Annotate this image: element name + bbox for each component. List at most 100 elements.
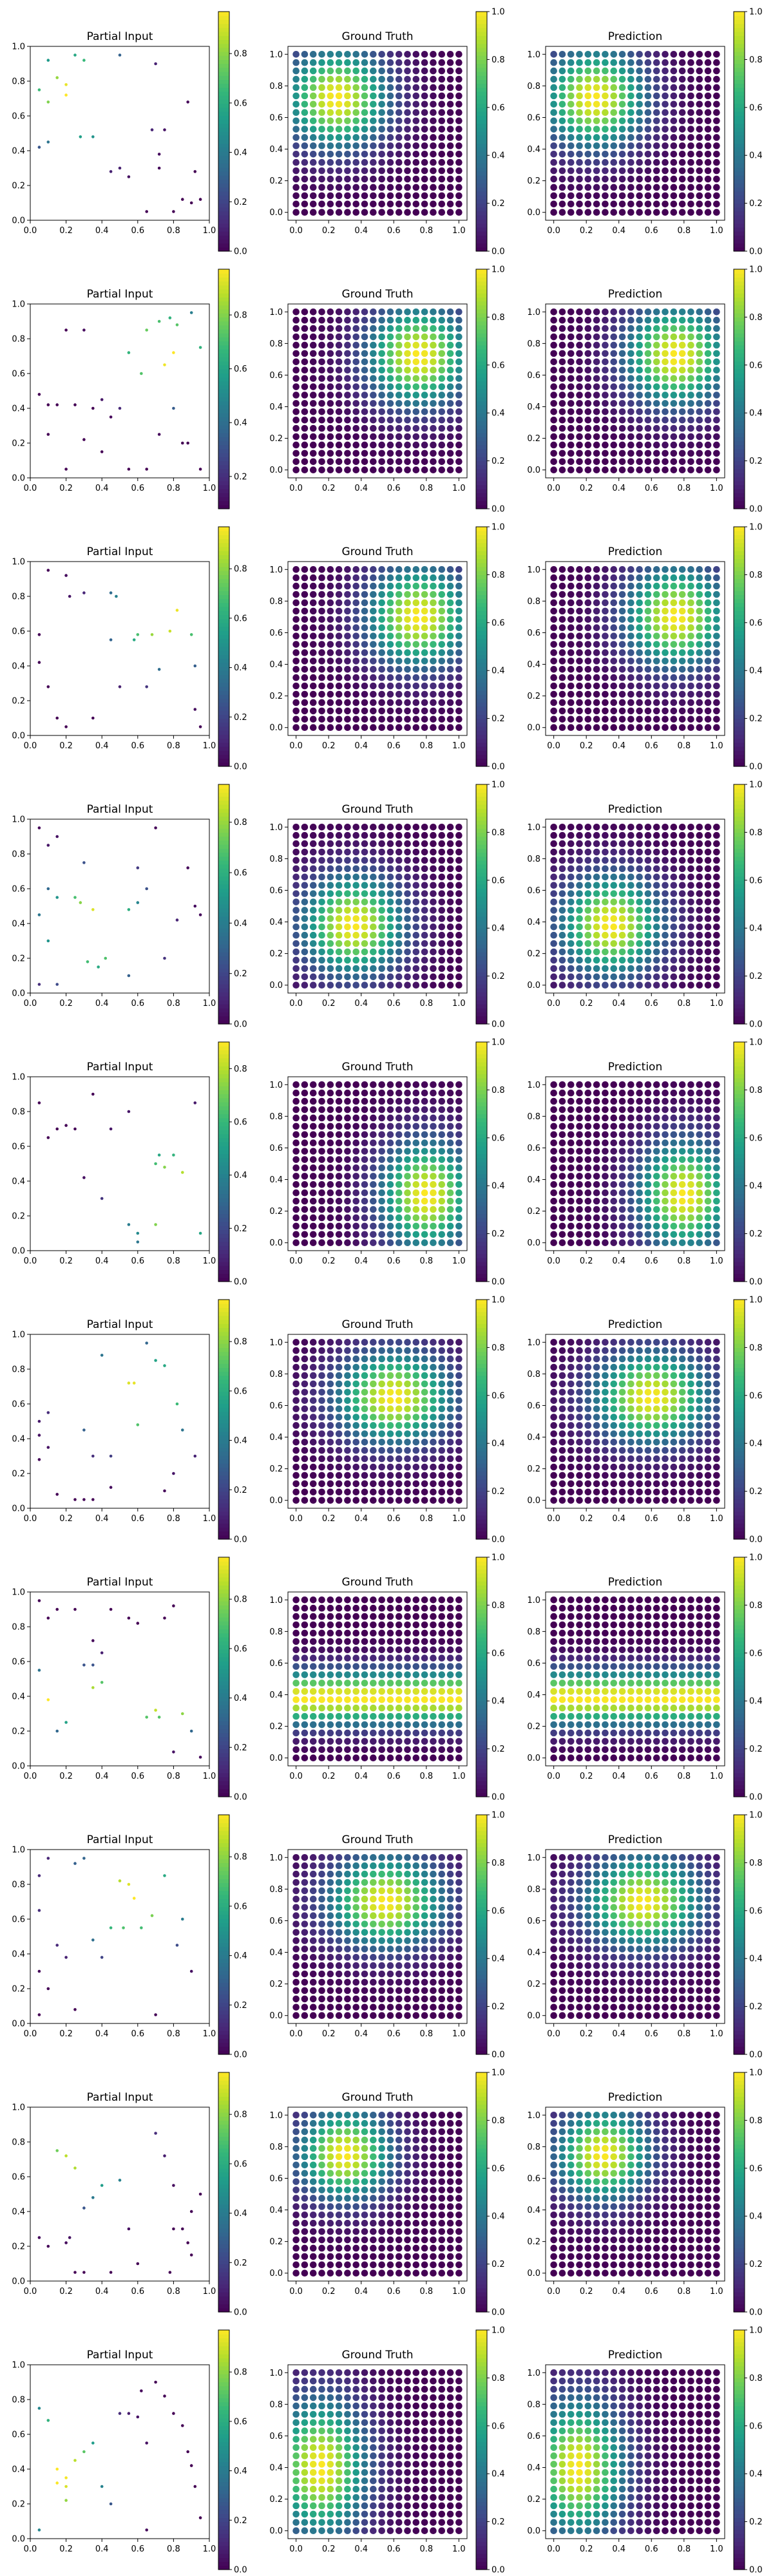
grid-point xyxy=(713,632,720,639)
y-tick-label: 0.0 xyxy=(527,208,540,218)
grid-point xyxy=(327,408,334,415)
grid-point xyxy=(446,956,454,964)
grid-point xyxy=(653,915,660,922)
grid-point xyxy=(361,915,368,922)
grid-point xyxy=(446,424,454,432)
x-tick-label: 0.6 xyxy=(387,484,401,493)
grid-point xyxy=(404,1173,411,1180)
grid-point xyxy=(610,907,618,914)
grid-point xyxy=(318,898,325,905)
grid-point xyxy=(653,965,660,972)
grid-point xyxy=(610,134,618,141)
grid-point xyxy=(395,84,403,91)
grid-point xyxy=(618,350,626,357)
grid-point xyxy=(618,50,626,58)
grid-point xyxy=(662,100,669,108)
grid-point xyxy=(318,599,325,607)
grid-point xyxy=(335,192,343,200)
colorbar-segment xyxy=(218,1094,229,1099)
grid-point xyxy=(327,416,334,424)
grid-point xyxy=(318,142,325,149)
grid-point xyxy=(395,67,403,75)
grid-point xyxy=(327,1139,334,1147)
grid-point xyxy=(602,607,609,615)
grid-point xyxy=(352,1122,360,1130)
colorbar: 0.00.20.40.60.8 xyxy=(218,1041,247,1287)
grid-point xyxy=(301,375,309,382)
grid-point xyxy=(678,707,686,715)
grid-point xyxy=(713,898,720,905)
colorbar: 0.00.20.40.60.81.0 xyxy=(733,265,763,515)
colorbar-segment xyxy=(218,678,229,683)
grid-point xyxy=(636,441,643,449)
colorbar-frame xyxy=(733,526,745,767)
grid-point xyxy=(678,100,686,108)
grid-point xyxy=(438,1173,446,1180)
colorbar-tick-label: 1.0 xyxy=(749,523,763,533)
grid-point xyxy=(404,607,411,615)
grid-point xyxy=(636,624,643,632)
grid-point xyxy=(670,59,678,66)
y-tick-label: 0.0 xyxy=(527,466,540,475)
grid-point xyxy=(567,383,575,390)
grid-point xyxy=(687,582,694,590)
grid-point xyxy=(378,641,385,648)
y-tick-label: 0.0 xyxy=(12,732,25,741)
colorbar-segment xyxy=(218,449,229,453)
x-tick-label: 0.0 xyxy=(24,226,37,236)
grid-point xyxy=(327,184,334,191)
grid-point xyxy=(602,450,609,457)
grid-point xyxy=(610,840,618,848)
grid-point xyxy=(696,607,703,615)
scatter-point xyxy=(91,908,95,911)
grid-point xyxy=(344,931,351,939)
colorbar-segment xyxy=(218,1077,229,1083)
colorbar-tick-label: 0.0 xyxy=(749,1020,763,1030)
colorbar-segment xyxy=(218,333,229,337)
grid-point xyxy=(412,574,420,582)
grid-point xyxy=(318,1131,325,1139)
grid-point xyxy=(292,126,300,133)
colorbar-segment xyxy=(218,1146,229,1150)
grid-point xyxy=(344,831,351,839)
grid-point xyxy=(627,150,635,158)
grid-point xyxy=(352,940,360,947)
grid-point xyxy=(584,948,592,956)
colorbar-segment xyxy=(734,243,745,248)
grid-point xyxy=(618,607,626,615)
grid-point xyxy=(378,981,385,989)
grid-point xyxy=(378,167,385,175)
grid-point xyxy=(344,200,351,208)
grid-point xyxy=(550,873,557,881)
colorbar-segment xyxy=(218,928,229,933)
colorbar-segment xyxy=(218,397,229,402)
axes-frame xyxy=(30,46,210,221)
grid-point xyxy=(361,150,368,158)
grid-point xyxy=(335,1189,343,1197)
grid-point xyxy=(404,59,411,66)
colorbar-segment xyxy=(476,734,487,739)
grid-point xyxy=(567,59,575,66)
colorbar-tick-label: 0.0 xyxy=(491,762,505,772)
grid-point xyxy=(318,865,325,873)
grid-point xyxy=(386,200,394,208)
grid-point xyxy=(318,117,325,124)
colorbar-segment xyxy=(218,211,229,216)
grid-point xyxy=(593,940,600,947)
grid-point xyxy=(653,184,660,191)
grid-point xyxy=(602,831,609,839)
grid-point xyxy=(301,424,309,432)
colorbar-segment xyxy=(218,500,229,506)
colorbar-tick-label: 0.6 xyxy=(234,869,247,878)
grid-point xyxy=(678,200,686,208)
grid-point xyxy=(636,109,643,117)
axes-frame xyxy=(545,303,725,478)
colorbar-segment xyxy=(734,175,745,180)
grid-point xyxy=(327,1156,334,1163)
grid-point xyxy=(412,915,420,922)
grid-point xyxy=(370,565,377,573)
grid-point xyxy=(687,458,694,466)
grid-point xyxy=(438,209,446,216)
grid-point xyxy=(550,424,557,432)
colorbar-segment xyxy=(734,504,745,509)
